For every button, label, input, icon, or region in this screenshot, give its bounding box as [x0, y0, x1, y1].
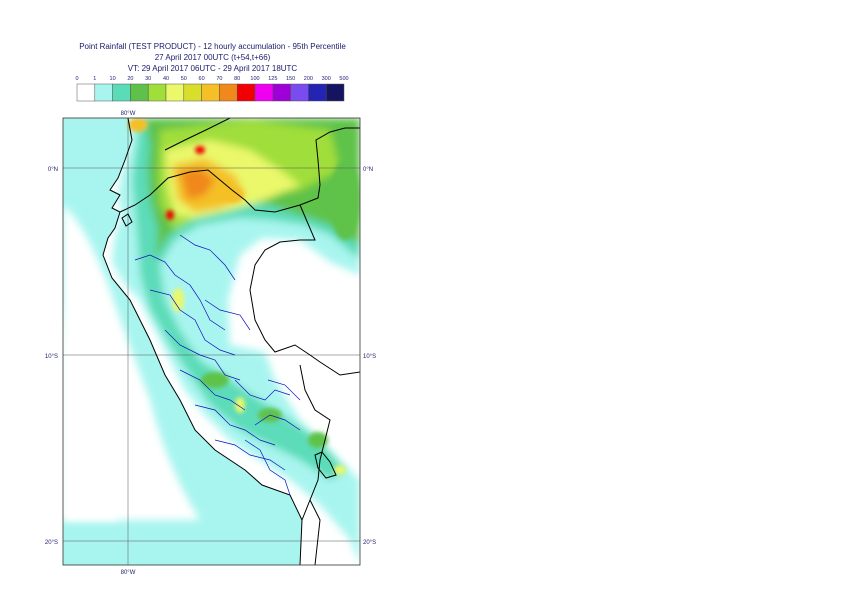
peru-brazil-border: [249, 204, 360, 376]
legend-tick-label: 125: [268, 76, 277, 82]
rain-yellow-cell-3: [334, 465, 346, 475]
admin-line-7: [234, 379, 291, 401]
ocean-dry-patch: [63, 205, 200, 520]
rain-green-cell-3: [308, 432, 328, 448]
map-title: Point Rainfall (TEST PRODUCT) - 12 hourl…: [79, 42, 346, 51]
lake-titicaca: [314, 451, 337, 479]
admin-line-2: [149, 289, 236, 356]
rain-yellow-cell-2: [235, 397, 245, 413]
legend-tick-label: 1: [93, 76, 96, 82]
admin-line-6: [214, 439, 286, 471]
legend-tick-label: 100: [250, 76, 259, 82]
admin-line-4: [179, 369, 246, 411]
ecuador-border: [119, 127, 360, 213]
legend-swatch: [325, 83, 345, 102]
legend-tick-label: 80: [234, 76, 240, 82]
admin-line-5: [194, 404, 276, 446]
legend-tick-label: 60: [199, 76, 205, 82]
forecast-run: 27 April 2017 00UTC (t+54,t+66): [154, 53, 271, 62]
rain-orange-cell: [220, 187, 244, 203]
legend-tick-label: 30: [145, 76, 151, 82]
lat-label-0-left: 0°N: [48, 167, 58, 173]
rain-red-cell: [195, 146, 205, 154]
legend-tick-label: 50: [181, 76, 187, 82]
rain-green-cell: [201, 372, 229, 388]
legend-tick-label: 200: [304, 76, 313, 82]
lat-label-20s-right: 20°S: [363, 540, 376, 546]
rain-orange-cell-2: [128, 118, 148, 132]
lat-label-20s-left: 20°S: [45, 540, 58, 546]
legend-tick-label: 0: [75, 76, 78, 82]
validity-time: VT: 29 April 2017 06UTC - 29 April 2017 …: [127, 64, 298, 73]
bolivia-chile-border: [309, 499, 321, 565]
lat-label-10s-left: 10°S: [45, 354, 58, 360]
map-frame: [62, 117, 361, 566]
admin-line-10: [204, 299, 251, 331]
lat-label-0-right: 0°N: [363, 167, 373, 173]
lon-label-80w-bottom: 80°W: [121, 570, 136, 576]
legend-tick-label: 20: [127, 76, 133, 82]
admin-line-11: [244, 439, 291, 496]
legend-tick-label: 10: [110, 76, 116, 82]
puna-island: [121, 213, 133, 227]
admin-line-12: [267, 379, 301, 401]
color-legend: 0 1 10 20 30 40 50 60 70 80 100 125 150 200 300 500: [75, 76, 349, 102]
admin-line-3: [164, 329, 241, 381]
legend-tick-label: 150: [286, 76, 295, 82]
rain-dark-orange: [180, 168, 215, 200]
coastline: [102, 118, 303, 565]
colombia-border: [164, 118, 231, 151]
legend-tick-label: 300: [322, 76, 331, 82]
peru-bolivia-border: [299, 364, 331, 521]
legend-tick-label: 500: [339, 76, 348, 82]
legend-tick-label: 40: [163, 76, 169, 82]
admin-line-8: [254, 414, 301, 431]
lon-label-80w-top: 80°W: [121, 111, 136, 117]
lat-label-10s-right: 10°S: [363, 354, 376, 360]
admin-line-9: [179, 234, 236, 281]
rain-yellow-cell: [172, 288, 184, 312]
rain-green-cell-4: [330, 160, 360, 240]
admin-line: [134, 254, 226, 331]
ocean-dry-patch-2: [63, 300, 120, 520]
legend-tick-label: 70: [216, 76, 222, 82]
rain-red-cell-2: [166, 210, 174, 220]
